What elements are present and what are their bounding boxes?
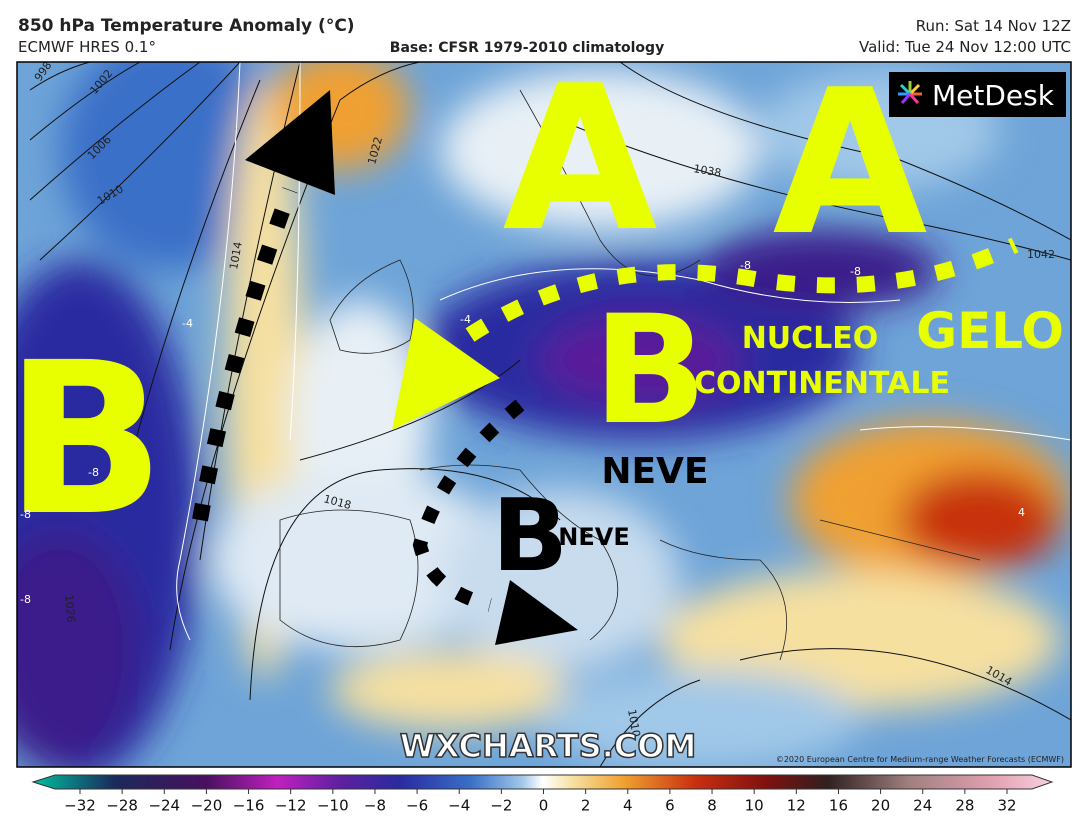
isobar-label: 1038 [692, 162, 722, 180]
colorbar-tick-label: 20 [871, 797, 890, 815]
model: ECMWF HRES 0.1° [18, 38, 156, 56]
temperature-label: -8 [740, 259, 751, 272]
arrow-head [245, 90, 335, 195]
colorbar-tick-label: 32 [997, 797, 1016, 815]
watermark: WXCHARTS.COM [400, 727, 697, 765]
colorbar-tick-label: 8 [707, 797, 717, 815]
isobar-label: 1026 [62, 594, 77, 623]
colorbar-tick-label: 16 [829, 797, 848, 815]
colorbar-tick-label: −20 [191, 797, 223, 815]
temperature-label: -4 [460, 313, 471, 326]
colorbar-tick-label: 12 [787, 797, 806, 815]
colorbar-tick-label: 28 [955, 797, 974, 815]
colorbar-tick-label: −2 [490, 797, 512, 815]
arrows [192, 90, 1019, 645]
dotted-arrow-path [465, 237, 1019, 342]
nucleus-label: NUCLEO [742, 321, 879, 356]
colorbar-tick-label: −32 [64, 797, 96, 815]
temperature-label: -8 [850, 265, 861, 278]
colorbar-tick-label: −24 [148, 797, 180, 815]
temperature-label: -8 [20, 593, 31, 606]
map: A A B B B NEVE NEVE NUCLEO CONTINENTALE … [5, 43, 1071, 767]
arrow-head [495, 580, 578, 645]
colorbar-tick-label: −12 [275, 797, 307, 815]
colorbar-tick-label: −4 [448, 797, 470, 815]
logo: MetDesk [889, 72, 1066, 117]
low-label: B [5, 317, 165, 562]
title: 850 hPa Temperature Anomaly (°C) [18, 16, 355, 36]
colorbar-tick-label: 4 [623, 797, 633, 815]
colorbar: −32 −28 −24 −20 −16 −12 −10 −8 −6 −4 −2 0 2 4 6 8 10 12 16… [31, 774, 1054, 815]
colorbar-bar [31, 774, 1054, 790]
colorbar-tick-label: 2 [581, 797, 591, 815]
temperature-label: -8 [20, 508, 31, 521]
isobar-label: 1010 [625, 708, 643, 738]
arrow-head [392, 318, 500, 430]
valid: Valid: Tue 24 Nov 12:00 UTC [859, 38, 1071, 56]
snow-label: NEVE [601, 451, 708, 492]
temperature-label: 4 [1018, 506, 1025, 519]
isobar-label: 1042 [1027, 248, 1055, 261]
copyright: ©2020 European Centre for Medium-range W… [776, 755, 1064, 764]
colorbar-tick-label: −28 [106, 797, 138, 815]
colorbar-tick-label: 24 [913, 797, 932, 815]
continental-label: CONTINENTALE [694, 366, 950, 401]
colorbar-tick-label: 0 [539, 797, 549, 815]
colorbar-tick-label: −6 [406, 797, 428, 815]
temperature-label: -8 [88, 466, 99, 479]
frost-label: GELO [916, 302, 1064, 360]
logo-icon [898, 81, 922, 104]
base: Base: CFSR 1979-2010 climatology [390, 40, 664, 56]
colorbar-tick-label: 10 [745, 797, 764, 815]
low-label: B [593, 284, 707, 458]
high-label: A [503, 43, 658, 276]
colorbar-tick-label: 6 [665, 797, 675, 815]
dotted-arrow-path [192, 187, 298, 522]
colorbar-tick-label: −16 [233, 797, 265, 815]
snow-label: NEVE [558, 523, 629, 551]
map-frame [16, 61, 1072, 768]
logo-text: MetDesk [932, 79, 1055, 112]
isobar-label: 1014 [227, 241, 245, 271]
colorbar-tick-label: −8 [364, 797, 386, 815]
low-label: B [492, 477, 568, 594]
temperature-label: -4 [182, 317, 193, 330]
run: Run: Sat 14 Nov 12Z [916, 17, 1071, 35]
colorbar-tick-label: −10 [317, 797, 349, 815]
